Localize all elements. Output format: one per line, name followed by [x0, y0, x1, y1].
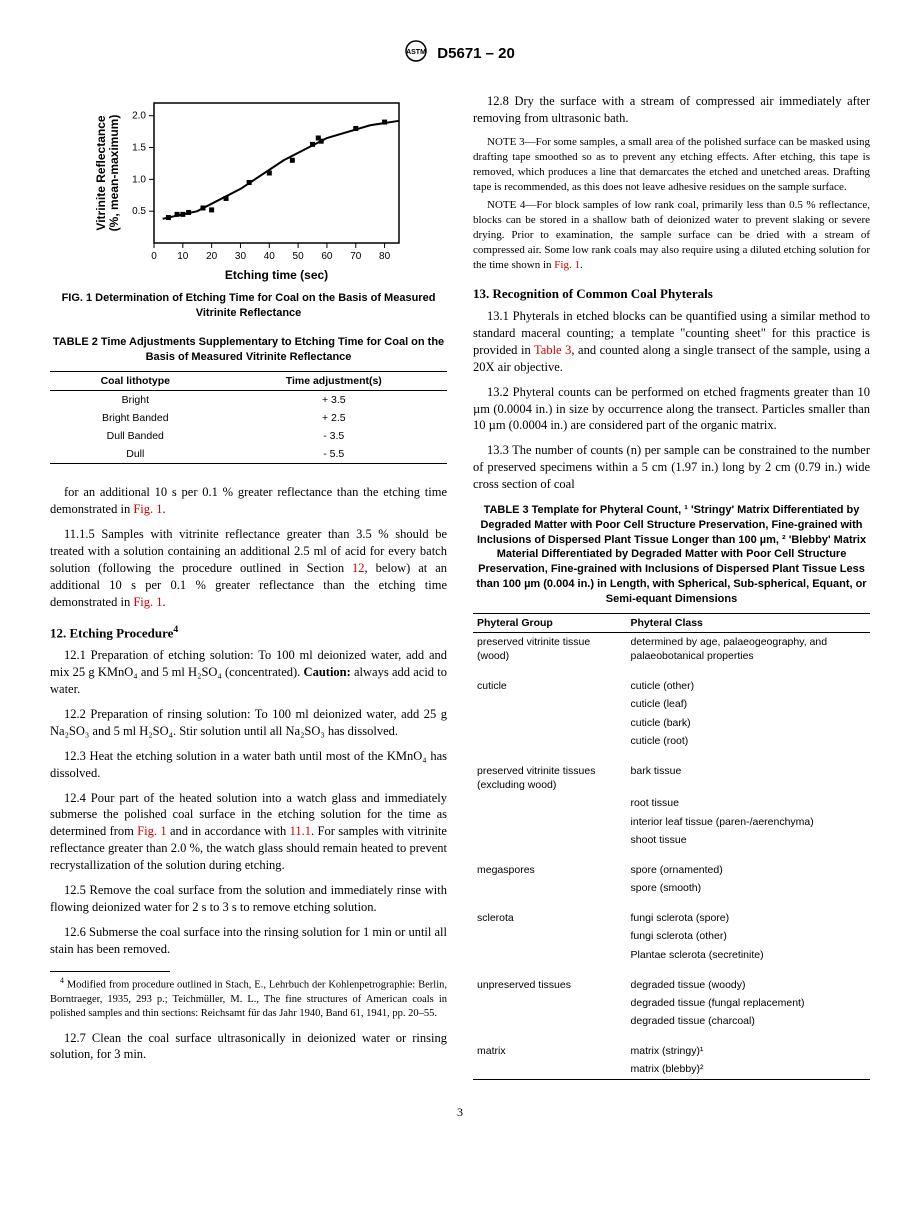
table-row: cuticle (leaf)	[473, 695, 870, 713]
table-row: Bright+ 3.5	[50, 390, 447, 409]
table-row: cuticlecuticle (other)	[473, 677, 870, 695]
para-11-continued: for an additional 10 s per 0.1 % greater…	[50, 484, 447, 518]
page-number: 3	[50, 1104, 870, 1120]
para-12-5: 12.5 Remove the coal surface from the so…	[50, 882, 447, 916]
table-row: fungi sclerota (other)	[473, 927, 870, 945]
note-3: NOTE 3—For some samples, a small area of…	[473, 135, 870, 194]
table-2-title: TABLE 2 Time Adjustments Supplementary t…	[50, 335, 447, 365]
link-11-1[interactable]: 11.1	[290, 824, 311, 838]
note-4: NOTE 4—For block samples of low rank coa…	[473, 198, 870, 272]
svg-text:1.0: 1.0	[132, 175, 146, 186]
svg-text:0: 0	[151, 251, 157, 262]
link-table3[interactable]: Table 3	[534, 343, 571, 357]
svg-text:0.5: 0.5	[132, 206, 146, 217]
link-fig1-b[interactable]: Fig. 1	[133, 595, 162, 609]
svg-text:Etching time (sec): Etching time (sec)	[224, 268, 327, 282]
para-12-2: 12.2 Preparation of rinsing solution: To…	[50, 706, 447, 740]
table-row: unpreserved tissuesdegraded tissue (wood…	[473, 976, 870, 994]
table-row: megasporesspore (ornamented)	[473, 861, 870, 879]
table-row: matrix (blebby)²	[473, 1060, 870, 1079]
table-row: Dull Banded- 3.5	[50, 427, 447, 445]
svg-text:Vitrinite Reflectance: Vitrinite Reflectance	[94, 115, 108, 230]
svg-text:20: 20	[206, 251, 218, 262]
figure-1: 0 10 20 30 40 50 60 70 80 0.5 1.0 1.5 2.0 Etching tim…	[50, 93, 447, 321]
table-row: matrixmatrix (stringy)¹	[473, 1042, 870, 1060]
svg-text:60: 60	[321, 251, 333, 262]
t2-col-0: Coal lithotype	[50, 371, 221, 390]
astm-logo: ASTM	[405, 40, 427, 68]
table-row: Plantae sclerota (secretinite)	[473, 946, 870, 964]
table-row: sclerotafungi sclerota (spore)	[473, 909, 870, 927]
svg-text:10: 10	[177, 251, 189, 262]
svg-text:2.0: 2.0	[132, 111, 146, 122]
table-row: interior leaf tissue (paren-/aerenchyma)	[473, 813, 870, 831]
page-header: ASTM D5671 – 20	[50, 40, 870, 68]
svg-text:80: 80	[379, 251, 391, 262]
para-12-7: 12.7 Clean the coal surface ultrasonical…	[50, 1030, 447, 1064]
svg-text:70: 70	[350, 251, 362, 262]
chart-vitrinite-reflectance: 0 10 20 30 40 50 60 70 80 0.5 1.0 1.5 2.0 Etching tim…	[89, 93, 409, 283]
section-12-heading: 12. Etching Procedure4	[50, 623, 447, 642]
table-row: degraded tissue (fungal replacement)	[473, 994, 870, 1012]
svg-text:30: 30	[234, 251, 246, 262]
table-row: shoot tissue	[473, 831, 870, 849]
link-fig1[interactable]: Fig. 1	[133, 502, 162, 516]
link-sec12[interactable]: 12	[352, 561, 365, 575]
svg-text:50: 50	[292, 251, 304, 262]
link-fig1-d[interactable]: Fig. 1	[554, 259, 580, 271]
para-11-1-5: 11.1.5 Samples with vitrinite reflectanc…	[50, 526, 447, 610]
table-row: cuticle (root)	[473, 732, 870, 750]
t3-col-1: Phyteral Class	[627, 613, 870, 632]
table-3: TABLE 3 Template for Phyteral Count, ¹ '…	[473, 503, 870, 1080]
table-row: cuticle (bark)	[473, 714, 870, 732]
para-12-4: 12.4 Pour part of the heated solution in…	[50, 790, 447, 874]
svg-text:1.5: 1.5	[132, 143, 146, 154]
table-row: preserved vitrinite tissue (wood)determi…	[473, 632, 870, 665]
footnote-rule	[50, 971, 170, 972]
table-row: Bright Banded+ 2.5	[50, 409, 447, 427]
para-13-3: 13.3 The number of counts (n) per sample…	[473, 442, 870, 493]
table-row: degraded tissue (charcoal)	[473, 1012, 870, 1030]
figure-1-caption: FIG. 1 Determination of Etching Time for…	[50, 291, 447, 321]
t2-col-1: Time adjustment(s)	[221, 371, 447, 390]
svg-text:ASTM: ASTM	[406, 49, 426, 56]
para-12-3: 12.3 Heat the etching solution in a wate…	[50, 748, 447, 782]
svg-text:40: 40	[263, 251, 275, 262]
t3-col-0: Phyteral Group	[473, 613, 627, 632]
link-fig1-c[interactable]: Fig. 1	[137, 824, 166, 838]
svg-text:(%, mean-maximum): (%, mean-maximum)	[107, 115, 121, 232]
footnote-4: 4 Modified from procedure outlined in St…	[50, 976, 447, 1021]
para-12-6: 12.6 Submerse the coal surface into the …	[50, 924, 447, 958]
para-13-2: 13.2 Phyteral counts can be performed on…	[473, 384, 870, 435]
para-12-8: 12.8 Dry the surface with a stream of co…	[473, 93, 870, 127]
para-12-1: 12.1 Preparation of etching solution: To…	[50, 647, 447, 698]
table-row: preserved vitrinite tissues (excluding w…	[473, 762, 870, 794]
table-3-title: TABLE 3 Template for Phyteral Count, ¹ '…	[473, 503, 870, 607]
section-13-heading: 13. Recognition of Common Coal Phyterals	[473, 285, 870, 303]
para-13-1: 13.1 Phyterals in etched blocks can be q…	[473, 308, 870, 376]
table-2: TABLE 2 Time Adjustments Supplementary t…	[50, 335, 447, 465]
table-row: Dull- 5.5	[50, 445, 447, 464]
standard-number: D5671 – 20	[437, 45, 515, 62]
table-row: root tissue	[473, 794, 870, 812]
table-row: spore (smooth)	[473, 879, 870, 897]
